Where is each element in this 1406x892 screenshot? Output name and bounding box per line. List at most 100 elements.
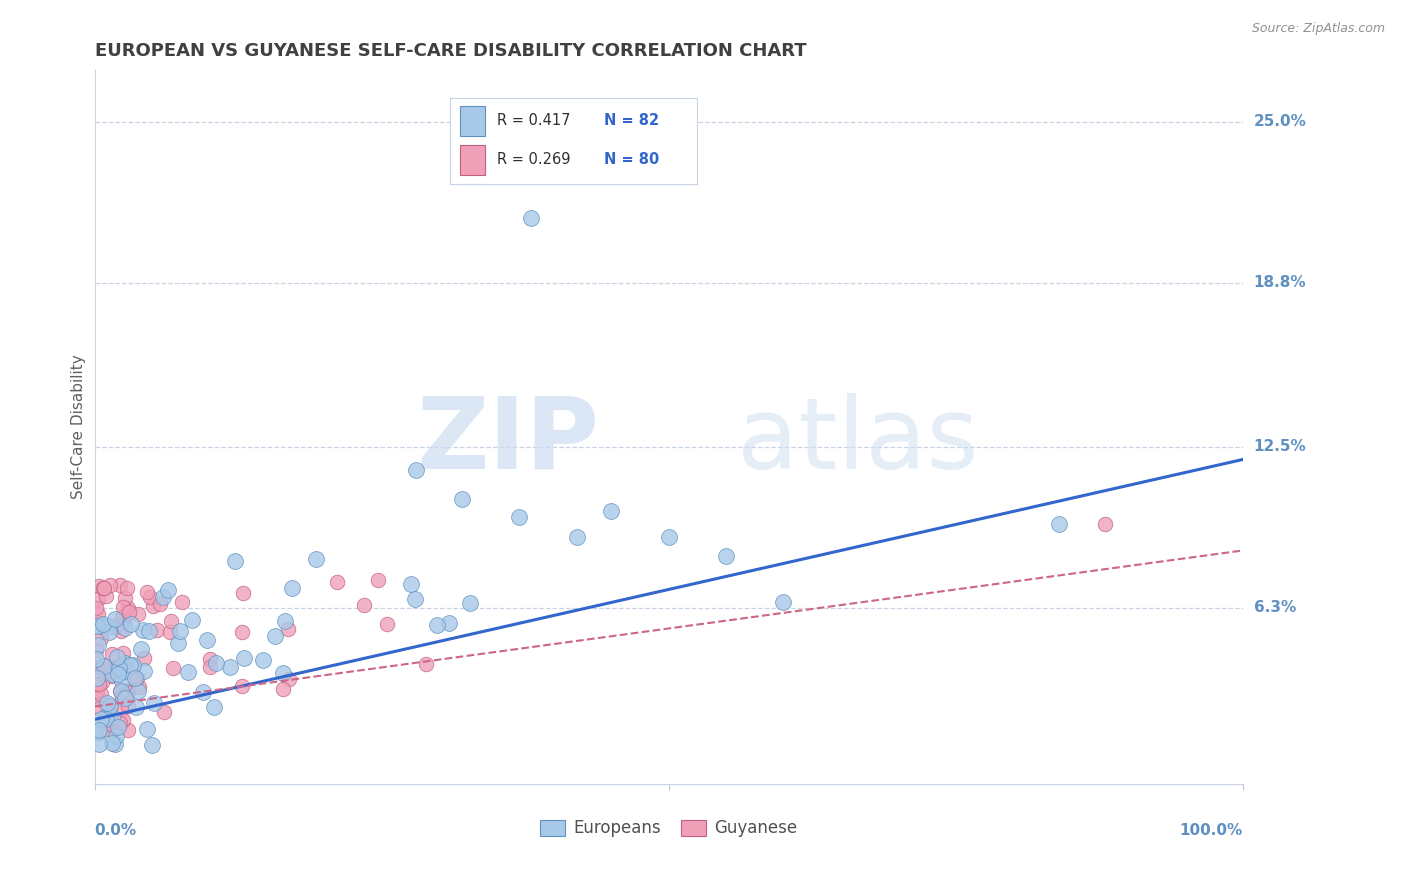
Point (152, 705, 174, 719)
Point (375, 617, 398, 632)
Point (84, 677, 107, 691)
Point (110, 683, 132, 698)
Y-axis label: Self-Care Disability: Self-Care Disability (72, 355, 86, 500)
Point (104, 737, 127, 751)
Point (121, 658, 143, 673)
Point (162, 661, 184, 675)
Point (87, 638, 110, 652)
Point (426, 617, 449, 632)
Point (271, 681, 294, 696)
Point (127, 683, 149, 698)
Point (114, 656, 136, 670)
Point (143, 696, 166, 710)
Point (111, 690, 134, 705)
Point (520, 211, 543, 225)
Point (111, 713, 134, 727)
Point (117, 683, 139, 698)
Point (132, 623, 155, 637)
Point (86, 724, 108, 739)
Point (100, 668, 122, 682)
Point (136, 722, 159, 736)
Point (156, 583, 179, 598)
Text: 100.0%: 100.0% (1180, 823, 1243, 838)
Point (112, 612, 135, 626)
Point (98, 698, 121, 713)
Point (91, 581, 114, 595)
Point (87, 607, 110, 621)
Point (101, 667, 124, 681)
Point (104, 662, 127, 676)
Text: 6.3%: 6.3% (1254, 600, 1296, 615)
Point (181, 613, 204, 627)
Point (89, 701, 111, 715)
Point (353, 599, 375, 613)
Point (110, 703, 132, 717)
Point (167, 636, 190, 650)
Point (118, 605, 141, 619)
Point (195, 632, 218, 647)
Point (110, 624, 132, 638)
Point (177, 665, 200, 679)
Point (1047, 517, 1070, 532)
Point (508, 509, 530, 524)
Point (305, 552, 328, 566)
Text: 18.8%: 18.8% (1254, 276, 1306, 290)
Point (121, 616, 143, 631)
Point (117, 698, 139, 713)
Point (112, 646, 135, 660)
Point (84, 600, 107, 615)
Point (110, 577, 132, 591)
Point (98, 717, 121, 731)
Point (87, 615, 110, 630)
Point (89, 693, 111, 707)
Point (405, 463, 427, 477)
Point (89, 677, 111, 691)
Point (264, 629, 287, 643)
Point (139, 591, 162, 605)
Point (104, 663, 127, 677)
Point (149, 597, 172, 611)
Point (200, 652, 222, 666)
Point (107, 720, 129, 734)
Point (600, 504, 623, 518)
Point (117, 581, 139, 595)
Point (202, 700, 225, 714)
Point (90, 687, 112, 701)
Point (117, 723, 139, 737)
Point (101, 710, 124, 724)
Point (87, 723, 110, 737)
Point (451, 491, 474, 506)
Point (96, 696, 118, 710)
Point (90, 619, 112, 633)
Point (170, 595, 193, 609)
Point (232, 650, 254, 665)
Point (326, 575, 349, 590)
Point (111, 615, 134, 629)
Point (136, 585, 159, 599)
Point (252, 653, 274, 667)
Point (105, 722, 128, 736)
Point (146, 624, 169, 638)
Point (141, 738, 163, 752)
Point (127, 607, 149, 621)
Point (93, 659, 115, 673)
Point (86, 684, 108, 698)
Point (281, 581, 304, 595)
Text: Source: ZipAtlas.com: Source: ZipAtlas.com (1251, 22, 1385, 36)
Text: atlas: atlas (738, 392, 979, 490)
Point (124, 671, 146, 685)
Point (91, 658, 114, 673)
Point (89, 737, 111, 751)
Point (93, 581, 115, 595)
Point (565, 531, 588, 545)
Point (277, 622, 299, 636)
Point (200, 660, 222, 674)
Point (224, 554, 246, 568)
Point (271, 666, 294, 681)
Point (125, 700, 148, 714)
Point (91, 617, 114, 632)
Point (219, 660, 242, 674)
Point (714, 549, 737, 563)
Point (110, 684, 132, 698)
Point (86, 660, 108, 674)
